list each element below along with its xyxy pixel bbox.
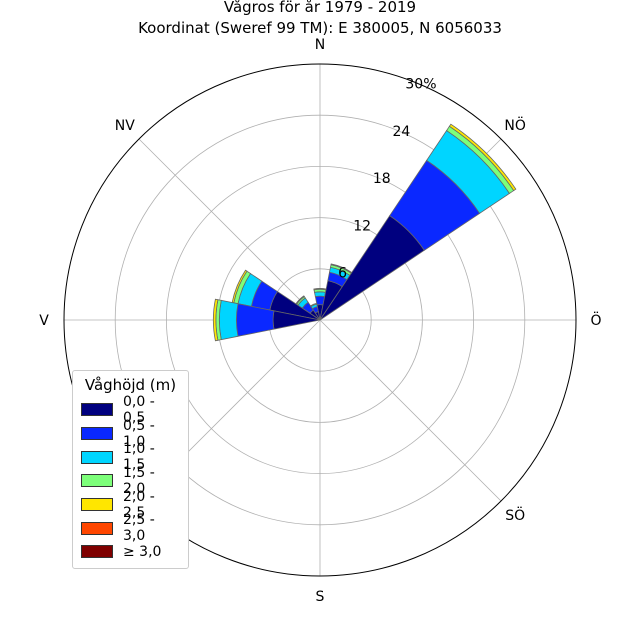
legend-swatch <box>81 474 113 488</box>
legend-label: 1,5 - 2,0 <box>123 464 155 497</box>
legend: Våghöjd (m) 0,0 - 0,5 0,5 - 1,0 1,0 - 1,5 1… <box>72 370 189 569</box>
direction-label: Ö <box>590 311 601 329</box>
radial-tick-label: 6 <box>338 266 347 282</box>
direction-label: NV <box>115 118 135 134</box>
legend-label: 2,5 - 3,0 <box>123 512 155 545</box>
radial-tick-label: 24 <box>392 124 410 140</box>
legend-swatch <box>81 403 113 417</box>
legend-label: ≥ 3,0 <box>123 543 162 560</box>
legend-item: 0,5 - 1,0 <box>81 418 180 450</box>
radial-tick-label: 18 <box>373 171 391 187</box>
sector-bar <box>231 269 248 304</box>
legend-swatch <box>81 498 113 512</box>
legend-item: 1,0 - 1,5 <box>81 441 180 473</box>
legend-item: 2,0 - 2,5 <box>81 489 180 521</box>
legend-item: 0,0 - 0,5 <box>81 394 180 426</box>
outer-circle <box>63 63 577 577</box>
legend-swatch <box>81 545 113 559</box>
legend-swatch <box>81 521 113 535</box>
direction-label: V <box>39 313 49 329</box>
ring-gridline <box>165 165 475 475</box>
radial-tick-label: 12 <box>353 218 371 234</box>
direction-label: NÖ <box>504 116 526 134</box>
legend-item: 2,5 - 3,0 <box>81 512 180 544</box>
legend-label: 0,5 - 1,0 <box>123 417 155 450</box>
sector-bar <box>309 302 318 308</box>
chart-title: Vågros för år 1979 - 2019 <box>223 0 417 16</box>
sector-bar <box>213 298 219 342</box>
legend-item: 1,5 - 2,0 <box>81 465 180 497</box>
sector-bar <box>295 295 305 305</box>
sector-bar <box>313 288 327 291</box>
sector-bar <box>314 291 326 298</box>
legend-label: 0,0 - 0,5 <box>123 393 155 426</box>
legend-swatch <box>81 450 113 464</box>
chart-subtitle: Koordinat (Sweref 99 TM): E 380005, N 60… <box>138 19 502 37</box>
direction-label: N <box>315 37 325 53</box>
radial-gridline <box>319 319 502 502</box>
legend-title: Våghöjd (m) <box>84 376 177 394</box>
sector-bar <box>218 299 239 341</box>
legend-label: 2,0 - 2,5 <box>123 488 155 521</box>
radial-tick-label: 30% <box>405 76 436 92</box>
legend-swatch <box>81 427 113 441</box>
legend-label: 1,0 - 1,5 <box>123 441 155 474</box>
direction-label: SÖ <box>505 506 525 524</box>
radial-gridline <box>138 138 321 321</box>
ring-gridline <box>114 114 526 526</box>
direction-label: S <box>316 589 325 605</box>
sector-bar <box>448 123 517 192</box>
legend-item: ≥ 3,0 <box>81 540 180 564</box>
